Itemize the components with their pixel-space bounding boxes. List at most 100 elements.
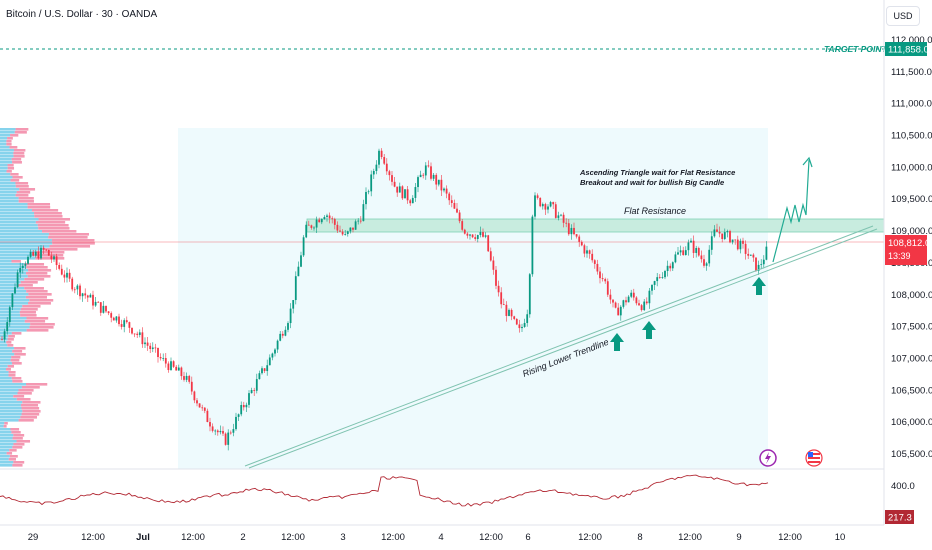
price-axis[interactable]: 112,000.0 111,500.0 111,000.0 110,500.0 110,… [891,35,932,460]
volume-profile-bar [0,248,43,251]
candle-body [419,174,422,178]
candle-body [27,256,29,264]
projection-path[interactable] [772,159,810,263]
candle-body [250,390,253,394]
price-axis-label: 106,000.0 [891,417,932,428]
candle-body [237,414,240,417]
volume-profile-bar [0,260,12,263]
candle-body [627,296,630,303]
time-axis[interactable]: 29 12:00 Jul 12:00 2 12:00 3 12:00 4 12:00 6 12:00 8… [28,532,846,543]
candle-body [115,316,118,321]
volume-profile-bar [9,146,18,149]
candle-body [123,320,126,327]
candle-body [274,349,276,354]
volume-profile-bar [6,341,12,344]
candle-body [411,197,414,204]
candle-body [146,342,149,346]
candle-body [193,391,196,401]
candle-body [76,285,79,290]
candle-body [60,268,63,275]
candle-body [539,197,542,207]
candle-body [357,220,360,222]
volume-profile-bar [3,425,7,428]
volume-profile-bar [13,443,25,446]
current-price-tag: 108,812.0 13:39 [885,235,930,265]
time-axis-label: 29 [28,532,39,543]
candle-body [240,405,243,415]
volume-profile-bar [10,134,19,137]
volume-profile-bar [14,347,26,350]
volume-profile-bar [13,152,25,155]
candle-body [242,405,245,408]
flat-resistance-zone[interactable] [306,218,885,233]
candle-body [284,329,287,336]
candle-body [209,422,211,427]
volume-profile-bar [37,224,69,227]
volume-profile-bar [0,131,15,134]
volume-profile-bar [0,164,8,167]
volume-profile-bar [48,233,89,236]
volume-profile-bar [0,356,12,359]
volume-profile-bar [20,281,38,284]
candle-body [341,231,344,235]
candle-body [729,231,731,243]
candle-body [596,263,599,272]
rising-trendline[interactable] [244,225,878,469]
volume-profile-bar [0,188,20,191]
candle-body [300,255,302,267]
candle-body [352,227,354,230]
candle-body [645,301,648,304]
volume-profile-bar [7,344,14,347]
volume-profile-bar [0,281,21,284]
candle-body [700,255,703,260]
candle-body [136,333,139,335]
volume-profile-bar [0,206,28,209]
volume-profile-bar [0,431,12,434]
time-axis-label: 3 [340,532,345,543]
candle-body [183,376,185,380]
candle-body [45,249,48,251]
candle-body [560,214,562,216]
volume-profile-bar [0,167,8,170]
candle-body [471,234,474,238]
candle-body [510,309,513,317]
volume-profile-bar [20,314,37,317]
candle-body [1,339,3,341]
candle-body [14,287,16,294]
candle-body [71,278,74,290]
candle-body [710,236,713,250]
candle-body [619,306,622,316]
candlestick-series [1,148,768,451]
symbol-title[interactable]: Bitcoin / U.S. Dollar · 30 · OANDA [6,9,158,20]
volume-profile-bar [0,242,53,245]
candle-body [268,357,271,366]
candle-body [643,301,646,311]
volume-profile-bar [0,218,39,221]
volume-profile-bar [0,146,10,149]
candle-body [370,174,373,192]
lightning-event-icon[interactable] [759,449,777,467]
candle-body [487,235,490,252]
volume-profile-bar [18,200,34,203]
volume-profile-bar [0,284,19,287]
volume-profile-bar [0,320,25,323]
price-axis-label: 105,500.0 [891,449,932,460]
candle-body [263,368,266,372]
volume-profile-bar [0,185,16,188]
candle-body [125,320,128,323]
volume-profile-bar [0,305,23,308]
candle-body [521,326,523,329]
candle-body [313,227,315,229]
volume-profile-bar [0,398,17,401]
candle-body [164,358,167,364]
volume-profile-bar [0,227,39,230]
candle-body [224,433,227,445]
candle-body [107,311,110,314]
volume-profile-bar [0,302,29,305]
us-flag-icon[interactable] [805,449,823,467]
volume-profile-bar [0,380,13,383]
candle-body [110,313,113,318]
price-axis-label: 112,000.0 [891,35,932,46]
currency-button[interactable]: USD [886,6,920,26]
